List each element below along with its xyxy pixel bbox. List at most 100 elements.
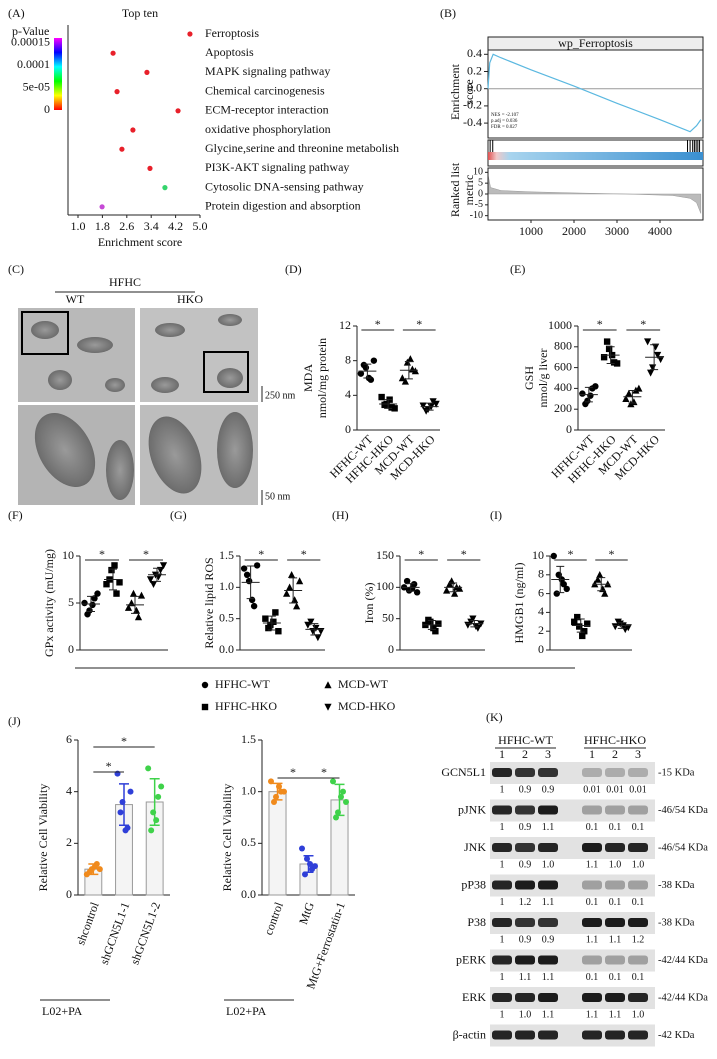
y-axis-label: HMGB1 (ng/ml): [512, 562, 526, 643]
data-point: [357, 370, 365, 377]
blot-value: 1: [500, 784, 505, 795]
y-tick-label: 4: [538, 604, 544, 618]
x-tick-label: shGCN5L1-2: [128, 900, 164, 966]
data-point: [343, 799, 349, 805]
annotation: NES = -2.107: [491, 113, 519, 118]
enrichment-line: [487, 53, 702, 133]
y-axis-label: Relative Cell Viability: [220, 784, 234, 892]
sig-label: *: [418, 547, 424, 561]
y2-tick-label: -5: [475, 199, 483, 210]
size-label: -42 KDa: [658, 1030, 695, 1041]
em-group: HFHC: [109, 275, 141, 289]
data-point: [627, 400, 635, 408]
y-axis-label: nmol/mg protein: [315, 338, 329, 418]
data-point: [291, 596, 299, 604]
y-tick-label: 0.0: [219, 642, 234, 656]
data-point: [330, 778, 336, 785]
x-tick-label: shcontrol: [73, 900, 102, 947]
x-tick-label: 4000: [648, 224, 672, 238]
y-tick-label: 50: [382, 610, 394, 624]
x-tick-label: MtG: [296, 900, 317, 926]
band: [628, 918, 648, 927]
data-point: [635, 384, 643, 392]
blot-value: 1.1: [586, 934, 599, 945]
row-label: P38: [467, 915, 486, 929]
frame: [487, 36, 704, 139]
error-bar: [597, 577, 606, 592]
blot-background: [490, 1024, 655, 1047]
band: [628, 805, 648, 815]
blot-value: 1.1: [542, 972, 555, 983]
legend-marker: [201, 681, 209, 689]
blot-value: 1.0: [519, 1009, 532, 1020]
data-point: [601, 589, 609, 597]
data-point: [398, 374, 406, 382]
error-bar: [310, 623, 319, 636]
data-point: [108, 566, 115, 574]
size-label: -46/54 KDa: [658, 842, 708, 853]
data-point: [614, 618, 622, 626]
y-axis-label: Relative lipid ROS: [202, 557, 216, 648]
y-axis-label: Relative Cell Viability: [36, 784, 50, 892]
data-point: [117, 809, 124, 816]
y-tick-label: 1.0: [219, 579, 234, 593]
data-point: [378, 393, 385, 401]
data-point: [340, 788, 346, 795]
data-point: [145, 765, 152, 772]
band: [582, 955, 602, 965]
row-label: pERK: [456, 952, 486, 966]
y-tick-label: 6: [66, 732, 72, 746]
band: [492, 993, 512, 1002]
blot-value: 1.1: [542, 897, 555, 908]
data-point: [288, 571, 296, 578]
band: [515, 880, 535, 890]
legend-label: HFHC-HKO: [215, 699, 277, 713]
blot-value: 1: [500, 1009, 505, 1020]
data-point: [150, 809, 157, 816]
blot-value: 1: [500, 897, 505, 908]
blot-value: 1.1: [609, 934, 622, 945]
annotation: FDR = 0.027: [491, 125, 518, 130]
data-point: [333, 814, 339, 821]
data-point: [603, 338, 611, 345]
blot-value: 1.1: [609, 1009, 622, 1020]
x-tick-label: control: [261, 900, 286, 937]
data-point: [124, 603, 133, 611]
blot-value: 1.1: [519, 972, 532, 983]
band: [492, 843, 512, 852]
data-point: [240, 565, 248, 572]
x-axis-label: Enrichment score: [98, 235, 182, 249]
band: [492, 805, 512, 815]
blot-value: 0.1: [609, 897, 622, 908]
y-tick-label: 4: [66, 783, 72, 797]
category-label: Chemical carcinogenesis: [205, 83, 325, 97]
blot-value: 0.9: [519, 784, 532, 795]
x-tick-label: 1.8: [95, 219, 110, 233]
dot: [187, 31, 193, 37]
blot-value: 0.01: [606, 784, 624, 795]
annotation: p.adj = 0.036: [491, 119, 518, 124]
blot-value: 1.1: [586, 859, 599, 870]
blot-value: 0.1: [632, 822, 645, 833]
data-point: [89, 601, 96, 609]
error-bar: [576, 618, 585, 633]
blot-value: 1.1: [542, 1009, 555, 1020]
lane-label: 3: [635, 747, 641, 761]
y-axis-label: GSH: [522, 366, 536, 390]
size-label: -42/44 KDa: [658, 992, 708, 1003]
data-point: [391, 405, 398, 412]
band: [605, 918, 625, 927]
band: [582, 1030, 602, 1040]
footnote: L02+PA: [226, 1004, 267, 1018]
y-tick-label: 8: [538, 567, 544, 581]
error-bar: [384, 399, 393, 409]
mitochondrion: [155, 323, 185, 337]
band: [538, 805, 558, 815]
band: [515, 918, 535, 927]
band: [492, 955, 512, 965]
data-point: [425, 616, 432, 624]
blot-value: 0.1: [609, 972, 622, 983]
y-tick-label: 0.0: [241, 887, 256, 901]
error-bar: [427, 620, 436, 630]
data-point: [81, 599, 88, 607]
